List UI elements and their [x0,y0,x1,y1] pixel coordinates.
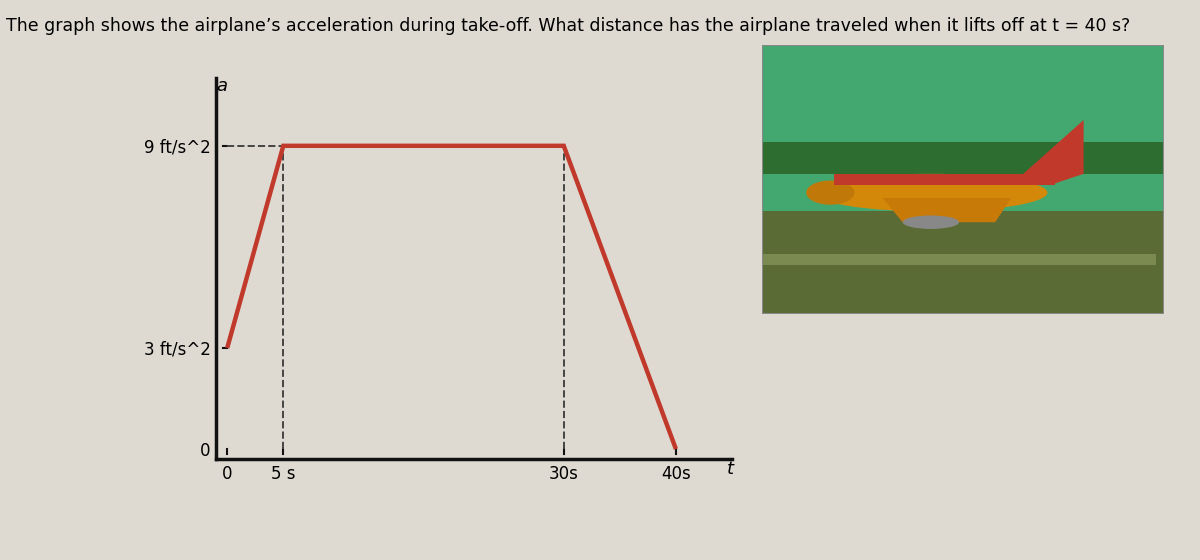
Text: t: t [726,460,733,478]
Text: The graph shows the airplane’s acceleration during take-off. What distance has t: The graph shows the airplane’s accelerat… [6,17,1130,35]
Bar [762,45,1164,212]
Polygon shape [1012,120,1084,185]
Ellipse shape [806,180,854,205]
Ellipse shape [815,174,1048,212]
Bar [883,254,1036,265]
Bar [1003,254,1156,265]
Bar [762,212,1164,314]
Ellipse shape [902,216,959,229]
Bar [762,254,914,265]
Text: a: a [216,77,227,95]
Bar [762,142,1164,174]
Bar [834,174,1056,185]
Polygon shape [883,198,1012,222]
